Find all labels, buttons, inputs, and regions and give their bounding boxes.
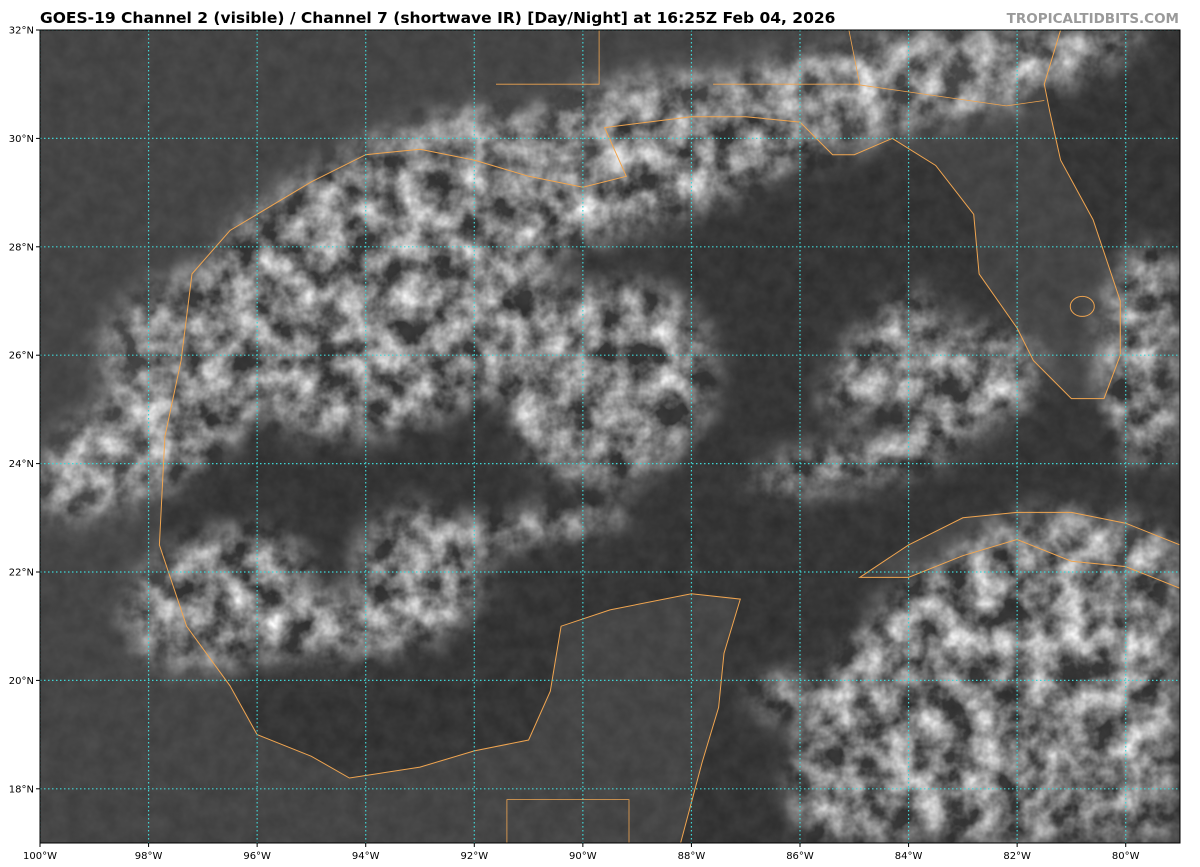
state-border	[854, 83, 1045, 107]
lat-label: 18°N	[9, 784, 34, 795]
watermark: TROPICALTIDBITS.COM	[1006, 11, 1179, 27]
country-border	[506, 799, 630, 843]
lon-label: 100°W	[23, 851, 57, 862]
cloud-mass	[421, 503, 636, 554]
lon-label: 84°W	[895, 851, 923, 862]
cuba-coastline	[858, 511, 1180, 589]
lon-label: 92°W	[460, 851, 488, 862]
lat-label: 20°N	[9, 676, 34, 687]
state-border	[496, 30, 600, 85]
lat-label: 22°N	[9, 568, 34, 579]
lake-okeechobee	[1069, 295, 1095, 317]
lon-label: 96°W	[243, 851, 271, 862]
lat-label: 24°N	[9, 459, 34, 470]
cloud-mass	[751, 675, 817, 719]
cloud-layer	[40, 30, 1180, 843]
lon-label: 82°W	[1003, 851, 1031, 862]
gulf-coastline	[158, 30, 1121, 843]
lat-label: 32°N	[9, 26, 34, 37]
cloud-mass	[505, 280, 715, 485]
lon-label: 98°W	[135, 851, 163, 862]
map-frame	[39, 29, 1181, 844]
cloud-mass	[40, 354, 270, 519]
lon-label: 88°W	[678, 851, 706, 862]
axis-ticks: 32°N 30°N 28°N 26°N 24°N 22°N 20°N 18°N 100°W 98°…	[9, 26, 1140, 863]
lon-label: 94°W	[352, 851, 380, 862]
gridlines	[40, 30, 1180, 843]
cloud-mass	[990, 517, 1180, 681]
lon-label: 86°W	[786, 851, 814, 862]
lat-label: 28°N	[9, 242, 34, 253]
cloud-mass	[747, 435, 962, 492]
cloud-mass	[884, 324, 1042, 441]
lon-label: 90°W	[569, 851, 597, 862]
image-title: GOES-19 Channel 2 (visible) / Channel 7 …	[40, 9, 836, 27]
lat-label: 26°N	[9, 351, 34, 362]
cloud-mass	[1098, 246, 1180, 464]
lon-label: 80°W	[1112, 851, 1140, 862]
coastline-layer	[158, 30, 1180, 843]
lat-label: 30°N	[9, 134, 34, 145]
